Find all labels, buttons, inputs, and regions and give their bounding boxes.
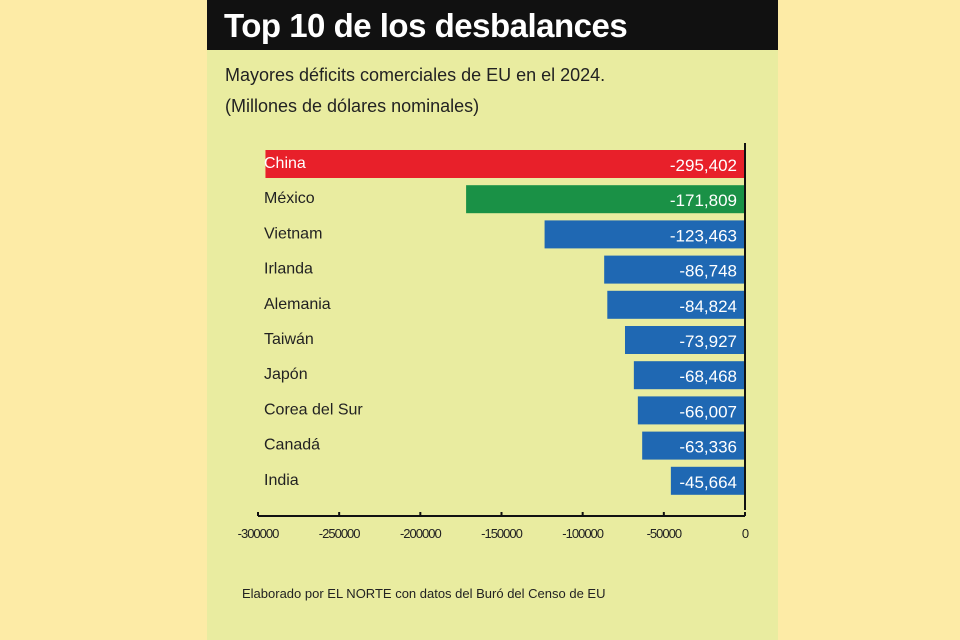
chart-subtitle: Mayores déficits comerciales de EU en el… bbox=[225, 65, 606, 85]
bar-2 bbox=[544, 220, 745, 249]
value-label: -73,927 bbox=[679, 332, 737, 351]
value-label: -123,463 bbox=[670, 226, 737, 245]
category-label: Corea del Sur bbox=[264, 401, 363, 418]
bar-0 bbox=[265, 150, 745, 178]
value-label: -66,007 bbox=[679, 402, 737, 421]
bar-7 bbox=[637, 396, 745, 425]
bar-4 bbox=[607, 290, 745, 319]
x-tick-label: -100000 bbox=[562, 526, 603, 541]
category-label: India bbox=[264, 472, 299, 489]
bar-6 bbox=[633, 361, 745, 390]
x-tick-label: -150000 bbox=[481, 526, 522, 541]
x-tick-label: -50000 bbox=[647, 526, 682, 541]
bar-8 bbox=[642, 431, 745, 460]
category-label: Canadá bbox=[264, 437, 320, 454]
category-label: Japón bbox=[264, 366, 308, 383]
x-tick-label: -300000 bbox=[238, 526, 279, 541]
value-label: -45,664 bbox=[679, 473, 737, 492]
title-bar: Top 10 de los desbalances bbox=[207, 0, 778, 50]
category-label: Alemania bbox=[264, 296, 331, 313]
value-label: -63,336 bbox=[679, 438, 737, 457]
bar-5 bbox=[624, 326, 745, 354]
value-label: -295,402 bbox=[670, 156, 737, 175]
bar-1 bbox=[466, 185, 745, 214]
x-tick-label: -250000 bbox=[319, 526, 360, 541]
bar-9 bbox=[670, 466, 745, 495]
bar-chart: China -295,402 México -171,809 Vietnam -123,4… bbox=[238, 143, 750, 541]
category-label: Irlanda bbox=[264, 261, 313, 278]
category-label: China bbox=[264, 155, 306, 172]
category-label: Vietnam bbox=[264, 225, 322, 242]
x-tick-label: -200000 bbox=[400, 526, 441, 541]
source-note: Elaborado por EL NORTE con datos del Bur… bbox=[242, 586, 606, 601]
value-label: -171,809 bbox=[670, 191, 737, 210]
x-tick-label: 0 bbox=[742, 526, 749, 541]
chart-unit-note: (Millones de dólares nominales) bbox=[225, 96, 480, 116]
infographic-panel: Top 10 de los desbalances Mayores défici… bbox=[207, 0, 778, 640]
value-label: -68,468 bbox=[679, 367, 737, 386]
category-label: México bbox=[264, 190, 315, 207]
value-label: -84,824 bbox=[679, 297, 737, 316]
bar-3 bbox=[604, 255, 745, 284]
category-label: Taiwán bbox=[264, 331, 314, 348]
value-label: -86,748 bbox=[679, 262, 737, 281]
chart-title: Top 10 de los desbalances bbox=[224, 7, 628, 44]
